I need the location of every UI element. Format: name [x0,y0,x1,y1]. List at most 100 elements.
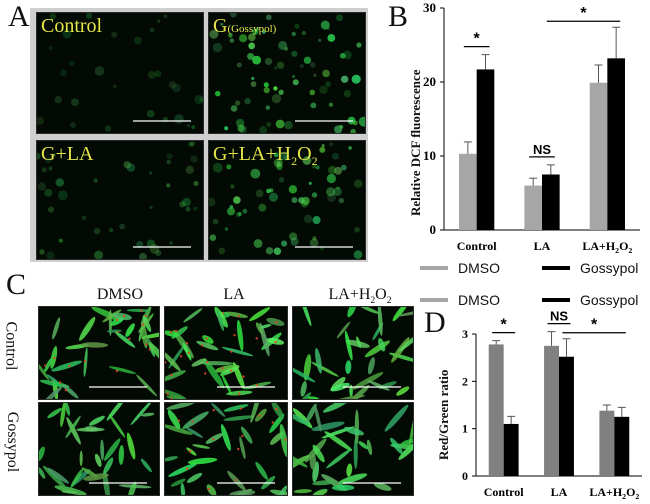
cell-body [186,472,203,483]
y-tick-label: 0 [462,469,468,483]
cell-blob [342,50,352,60]
cell-body [300,381,307,397]
cell-body [356,336,362,349]
cell-body [223,404,249,412]
cell-blob [352,120,358,126]
cell-body [39,446,45,462]
cell-body [314,403,322,432]
cell-blob [250,168,261,179]
cell-blob [94,66,105,76]
cell-body [358,441,369,450]
cell-body [39,360,50,381]
cell-body [61,383,79,399]
cell-body [229,490,256,495]
cell-blob [237,211,242,217]
cell-blob [248,42,256,50]
cell-body [61,490,77,494]
cell-blob [212,42,223,53]
cell-blob [289,232,298,241]
mito-dot [68,364,71,368]
cell-blob [265,247,274,255]
cell-body [39,379,70,388]
cell-blob [69,61,75,67]
x-tick-label: Control [484,485,524,499]
mito-dot [241,434,244,438]
cell-blob [220,22,224,26]
cell-body [336,395,366,399]
cell-blob [291,50,298,57]
cell-body [300,392,312,399]
cell-body [44,358,52,373]
cell-blob [71,98,79,107]
y-tick-label: 20 [423,74,436,89]
row-header-gossypol: Gossypol [4,411,22,473]
cell-body [165,330,179,337]
mito-dot [205,337,208,340]
micrograph-gossypol-la [164,402,288,496]
cell-body [100,439,105,461]
cell-blob [273,86,278,91]
cell-body [39,467,46,479]
cell-body [374,482,392,491]
cell-body [293,451,308,468]
cell-blob [224,227,229,231]
cell-blob [340,164,347,171]
mito-dot [191,420,194,423]
cell-body [240,426,253,444]
mito-dot [83,360,87,363]
cell-blob [281,240,288,247]
cell-blob [339,52,346,59]
cell-body [73,488,84,495]
cell-blob [228,32,233,38]
cell-body [206,484,217,495]
cell-blob [182,197,191,207]
cell-body [367,380,390,391]
cell-blob [327,192,337,202]
cell-blob [155,249,162,256]
cell-body [345,360,352,374]
cell-blob [338,197,345,204]
cell-blob [109,228,114,233]
cell-blob [133,36,142,45]
cell-blob [317,38,322,43]
cell-body [126,432,136,460]
cell-body [359,307,380,314]
cell-body [70,468,83,488]
mito-dot [206,360,209,364]
cell-blob [230,184,235,189]
x-tick-label: LA+H2O2 [582,239,632,255]
cell-body [89,415,105,426]
cell-blob [229,38,235,43]
cell-body [249,307,271,322]
cell-body [141,331,159,339]
cell-blob [41,167,47,173]
cell-blob [48,46,53,51]
mito-dot [44,364,47,367]
cell-body [203,358,225,389]
cell-blob [313,73,317,77]
cell-blob [321,144,325,148]
legend-label-dmso: DMSO [458,260,500,276]
cell-blob [283,154,290,161]
cell-blob [235,100,241,106]
cell-blob [185,206,191,212]
cell-blob [353,179,363,189]
y-tick-label: 2 [462,374,468,388]
cell-body [338,473,368,485]
cell-blob [81,215,87,221]
cell-body [354,409,359,445]
cell-blob [168,81,177,89]
cell-blob [147,70,156,79]
cell-body [326,448,352,469]
cell-body [293,489,312,494]
cell-body [293,365,316,383]
cell-blob [146,239,156,249]
cell-blob [209,29,219,39]
cell-body [277,485,287,495]
mito-dot [200,344,204,347]
cell-body [126,308,150,313]
cell-blob [48,166,53,171]
cell-body [114,331,136,348]
cell-body [336,321,351,339]
significance-label: * [591,317,598,334]
